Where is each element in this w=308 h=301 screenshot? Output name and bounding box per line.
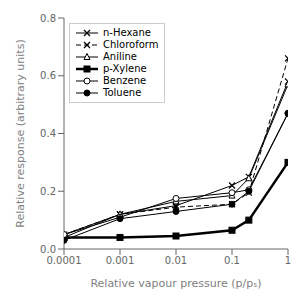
html-text:p-Xylene: p-Xylene [103,63,147,74]
svg-text:0.6: 0.6 [40,70,56,81]
svg-text:Relative response (arbitrary u: Relative response (arbitrary units) [14,39,27,227]
html-text:Chloroform: Chloroform [103,39,159,50]
html-text:Aniline: Aniline [103,51,137,62]
svg-text:Relative vapour pressure (p/pₛ: Relative vapour pressure (p/pₛ) [90,277,261,290]
svg-text:0.1: 0.1 [224,255,240,266]
svg-text:0.4: 0.4 [40,128,56,139]
svg-text:0.0: 0.0 [40,244,56,255]
html-text:n-Hexane: n-Hexane [103,27,151,38]
svg-text:0.01: 0.01 [165,255,187,266]
svg-text:0.2: 0.2 [40,186,56,197]
svg-text:0.0001: 0.0001 [47,255,82,266]
html-text:Toluene: Toluene [103,87,142,98]
html-text:Benzene: Benzene [103,75,147,86]
svg-text:0.001: 0.001 [106,255,135,266]
svg-text:0.8: 0.8 [40,13,56,24]
svg-text:1: 1 [285,255,291,266]
